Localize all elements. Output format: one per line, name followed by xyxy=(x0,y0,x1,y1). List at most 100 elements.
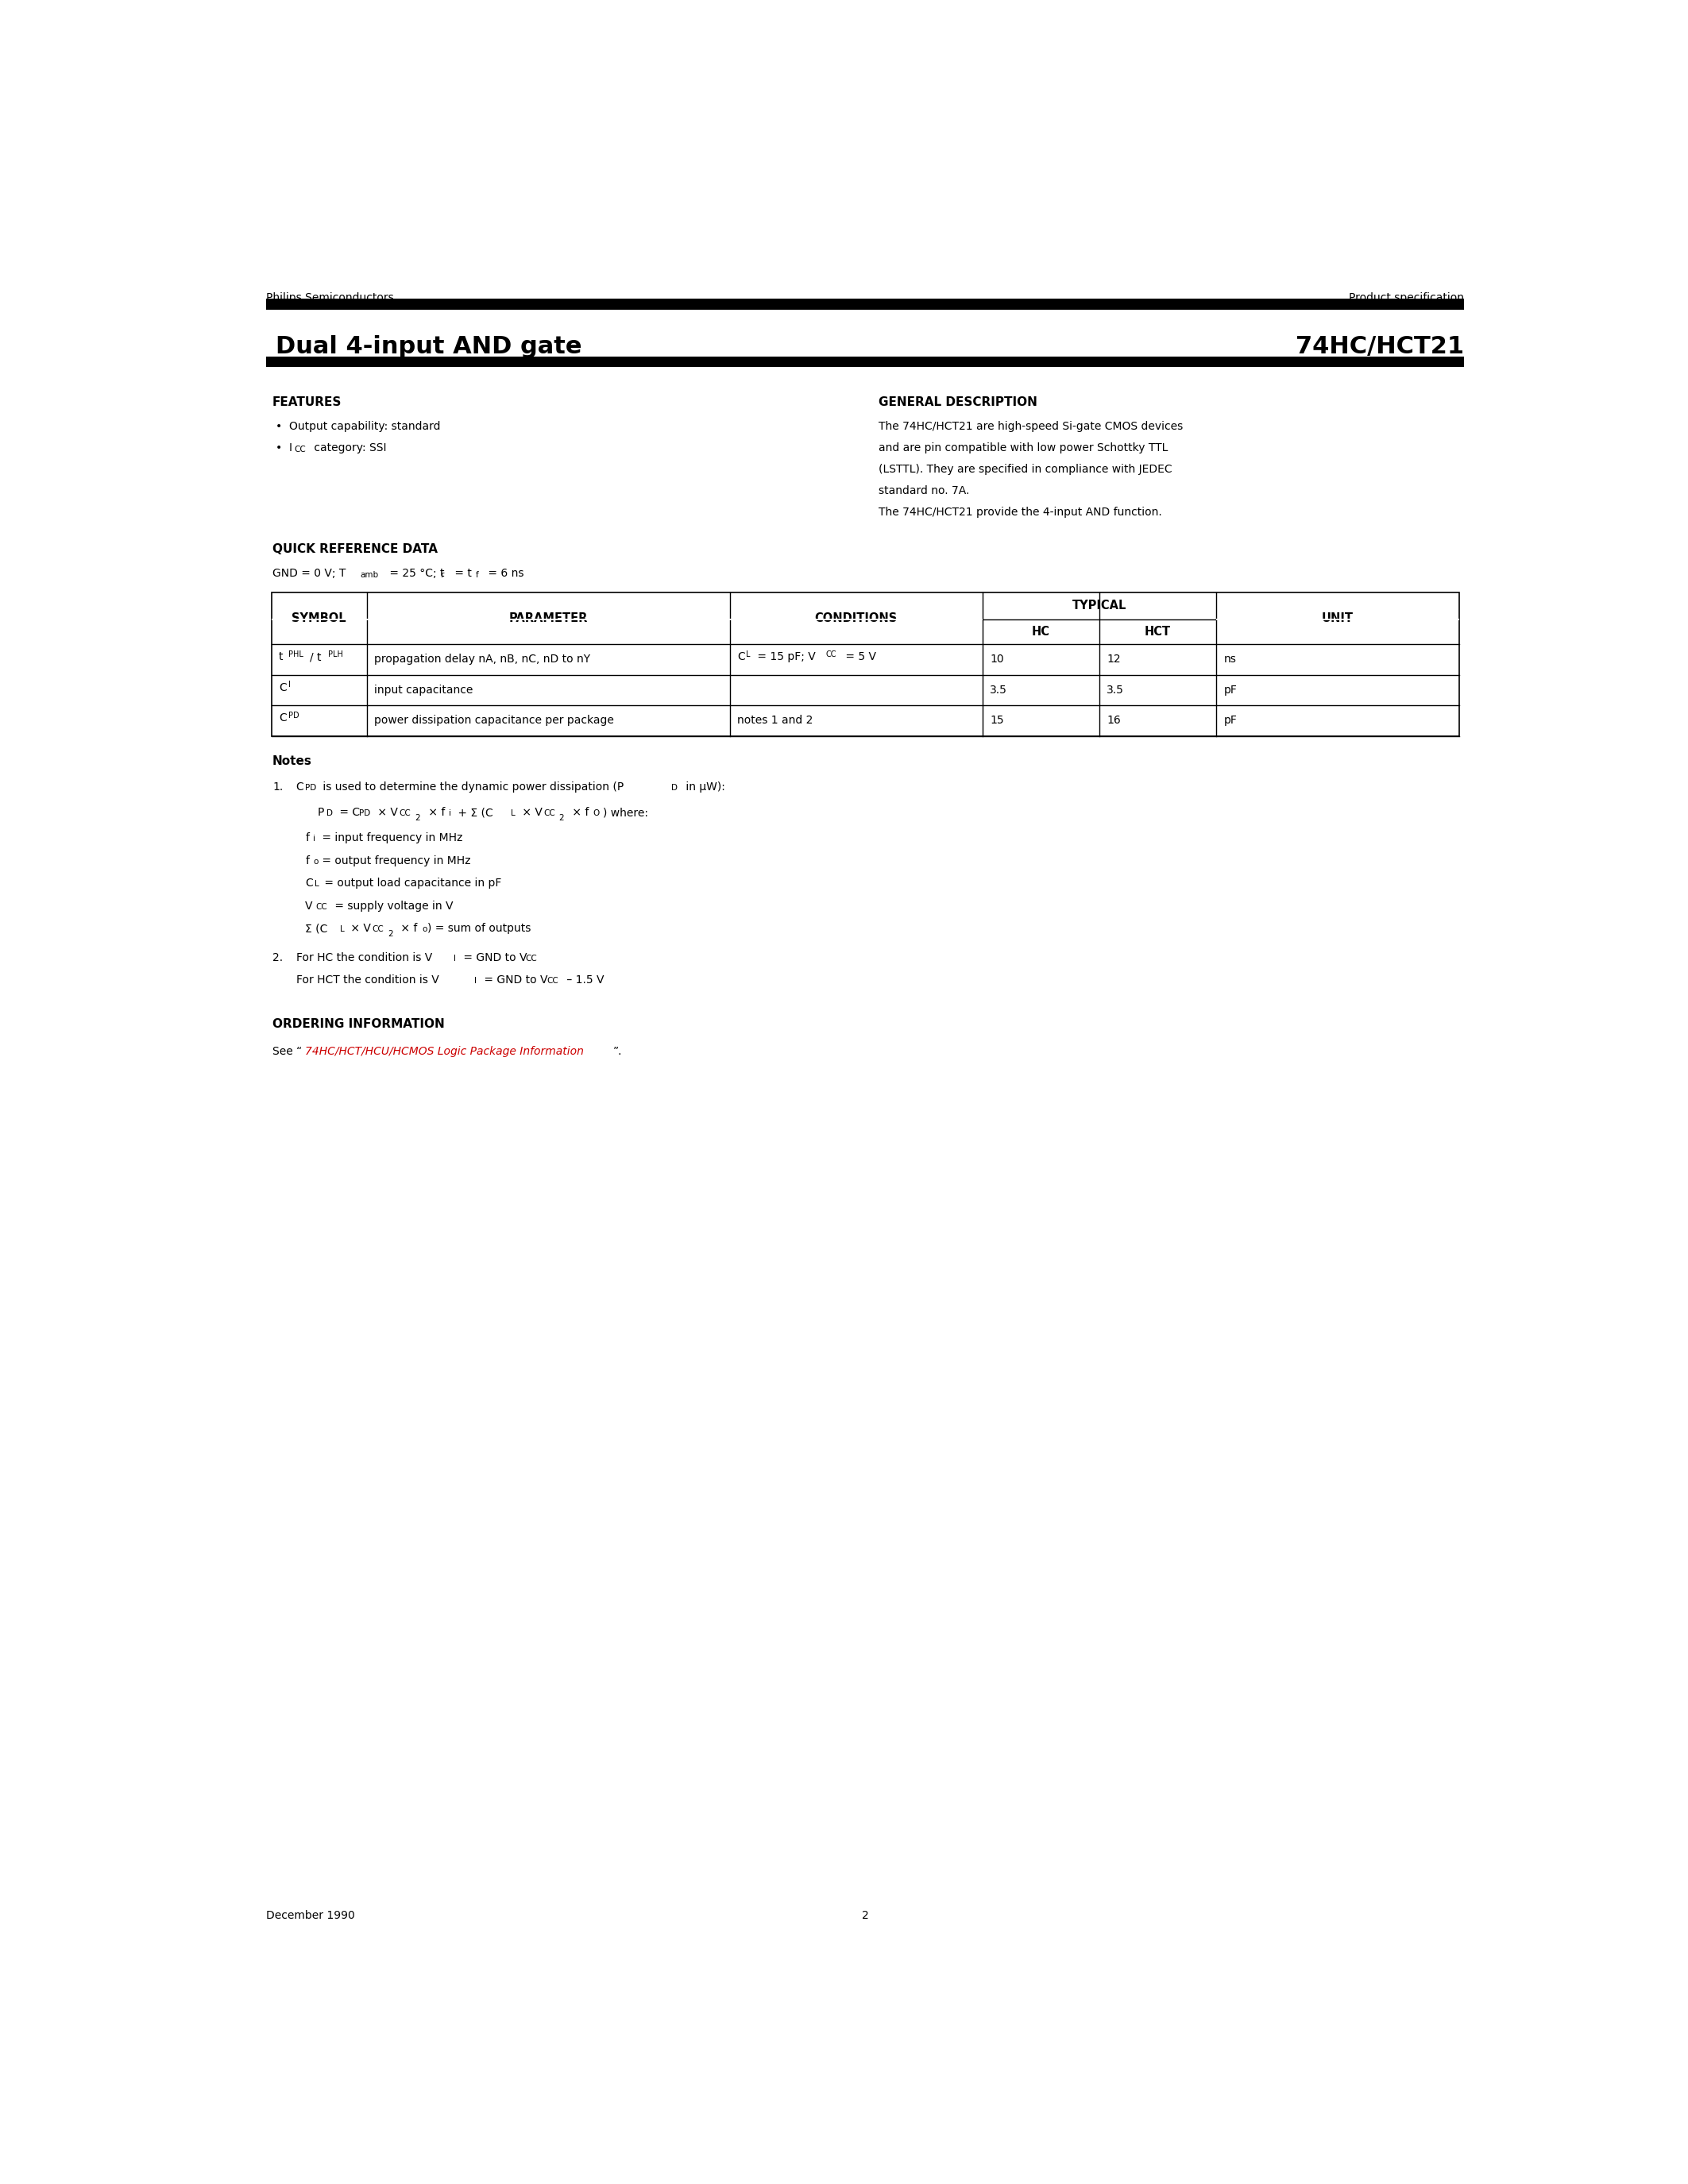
Text: L: L xyxy=(746,651,751,657)
Text: Philips Semiconductors: Philips Semiconductors xyxy=(267,293,393,304)
Text: CC: CC xyxy=(525,954,537,963)
Text: = input frequency in MHz: = input frequency in MHz xyxy=(319,832,463,843)
Text: ORDERING INFORMATION: ORDERING INFORMATION xyxy=(272,1018,444,1031)
Text: = 25 °C; t: = 25 °C; t xyxy=(387,568,446,579)
Text: HC: HC xyxy=(1031,627,1050,638)
Text: CC: CC xyxy=(316,902,327,911)
Text: 3.5: 3.5 xyxy=(989,684,1008,697)
Text: I: I xyxy=(454,954,456,963)
Text: CC: CC xyxy=(294,446,306,454)
Text: 15: 15 xyxy=(989,714,1004,727)
Text: in μW):: in μW): xyxy=(682,782,726,793)
Text: CC: CC xyxy=(825,651,836,657)
Text: PD: PD xyxy=(289,712,299,719)
Text: SYMBOL: SYMBOL xyxy=(292,612,346,625)
Text: C: C xyxy=(295,782,304,793)
Text: C: C xyxy=(738,651,744,662)
Text: amb: amb xyxy=(360,570,378,579)
Text: C: C xyxy=(279,681,287,692)
Text: 12: 12 xyxy=(1107,653,1121,666)
Text: 2: 2 xyxy=(415,815,420,821)
Text: × V: × V xyxy=(375,806,398,819)
Text: = output frequency in MHz: = output frequency in MHz xyxy=(319,856,471,867)
Text: •  I: • I xyxy=(275,443,292,454)
Text: i: i xyxy=(314,834,316,843)
Text: CONDITIONS: CONDITIONS xyxy=(815,612,898,625)
Text: I: I xyxy=(474,976,478,985)
Text: 74HC/HCT/HCU/HCMOS Logic Package Information: 74HC/HCT/HCU/HCMOS Logic Package Informa… xyxy=(306,1046,584,1057)
Text: = 5 V: = 5 V xyxy=(842,651,876,662)
Text: CC: CC xyxy=(400,810,412,817)
Text: CC: CC xyxy=(544,810,555,817)
Text: = output load capacitance in pF: = output load capacitance in pF xyxy=(321,878,501,889)
Text: C: C xyxy=(306,878,312,889)
Text: For HC the condition is V: For HC the condition is V xyxy=(295,952,432,963)
Text: + Σ (C: + Σ (C xyxy=(454,806,493,819)
Text: D: D xyxy=(672,784,679,791)
Text: and are pin compatible with low power Schottky TTL: and are pin compatible with low power Sc… xyxy=(879,443,1168,454)
Text: PLH: PLH xyxy=(327,651,343,657)
Text: L: L xyxy=(314,880,319,889)
Text: PARAMETER: PARAMETER xyxy=(508,612,587,625)
Text: ns: ns xyxy=(1224,653,1236,666)
Text: Σ (C: Σ (C xyxy=(306,924,327,935)
Text: O: O xyxy=(592,810,599,817)
Text: = GND to V: = GND to V xyxy=(481,974,549,985)
Text: HCT: HCT xyxy=(1144,627,1171,638)
Text: L: L xyxy=(511,810,515,817)
Text: UNIT: UNIT xyxy=(1322,612,1354,625)
Text: = 6 ns: = 6 ns xyxy=(484,568,523,579)
Text: 10: 10 xyxy=(989,653,1004,666)
Text: category: SSI: category: SSI xyxy=(311,443,387,454)
Bar xyxy=(267,356,1463,367)
Text: 2: 2 xyxy=(559,815,564,821)
Text: power dissipation capacitance per package: power dissipation capacitance per packag… xyxy=(375,714,614,727)
Text: × f: × f xyxy=(425,806,444,819)
Text: 2.: 2. xyxy=(272,952,284,963)
Text: o: o xyxy=(314,858,319,865)
Text: Dual 4-input AND gate: Dual 4-input AND gate xyxy=(275,336,582,358)
Text: = 15 pF; V: = 15 pF; V xyxy=(755,651,815,662)
Text: QUICK REFERENCE DATA: QUICK REFERENCE DATA xyxy=(272,544,437,555)
Text: 74HC/HCT21: 74HC/HCT21 xyxy=(1295,336,1463,358)
Text: For HCT the condition is V: For HCT the condition is V xyxy=(295,974,439,985)
Bar xyxy=(272,592,1458,736)
Text: = C: = C xyxy=(336,806,360,819)
Text: The 74HC/HCT21 provide the 4-input AND function.: The 74HC/HCT21 provide the 4-input AND f… xyxy=(879,507,1163,518)
Text: input capacitance: input capacitance xyxy=(375,684,473,697)
Text: (LSTTL). They are specified in compliance with JEDEC: (LSTTL). They are specified in complianc… xyxy=(879,463,1173,474)
Text: Product specification: Product specification xyxy=(1349,293,1463,304)
Text: ) = sum of outputs: ) = sum of outputs xyxy=(427,924,532,935)
Text: I: I xyxy=(289,681,290,688)
Text: f: f xyxy=(306,832,309,843)
Text: 1.: 1. xyxy=(272,782,284,793)
Text: GND = 0 V; T: GND = 0 V; T xyxy=(272,568,346,579)
Text: The 74HC/HCT21 are high-speed Si-gate CMOS devices: The 74HC/HCT21 are high-speed Si-gate CM… xyxy=(879,422,1183,432)
Text: 2: 2 xyxy=(388,930,393,937)
Text: D: D xyxy=(326,810,333,817)
Text: ) where:: ) where: xyxy=(603,806,648,819)
Text: CC: CC xyxy=(373,926,383,933)
Text: f: f xyxy=(476,570,479,579)
Text: C: C xyxy=(279,712,287,723)
Text: propagation delay nA, nB, nC, nD to nY: propagation delay nA, nB, nC, nD to nY xyxy=(375,653,591,666)
Text: •  Output capability: standard: • Output capability: standard xyxy=(275,422,441,432)
Text: PHL: PHL xyxy=(289,651,302,657)
Text: FEATURES: FEATURES xyxy=(272,397,343,408)
Text: 16: 16 xyxy=(1107,714,1121,727)
Text: r: r xyxy=(441,570,444,579)
Text: × V: × V xyxy=(518,806,542,819)
Text: × f: × f xyxy=(398,924,417,935)
Text: = GND to V: = GND to V xyxy=(459,952,527,963)
Text: × f: × f xyxy=(569,806,589,819)
Bar xyxy=(267,299,1463,310)
Text: f: f xyxy=(306,856,309,867)
Text: Notes: Notes xyxy=(272,756,312,767)
Text: December 1990: December 1990 xyxy=(267,1911,354,1922)
Text: / t: / t xyxy=(311,651,322,662)
Text: – 1.5 V: – 1.5 V xyxy=(564,974,604,985)
Text: t: t xyxy=(279,651,284,662)
Text: × V: × V xyxy=(348,924,371,935)
Text: = t: = t xyxy=(451,568,471,579)
Text: P: P xyxy=(317,806,324,819)
